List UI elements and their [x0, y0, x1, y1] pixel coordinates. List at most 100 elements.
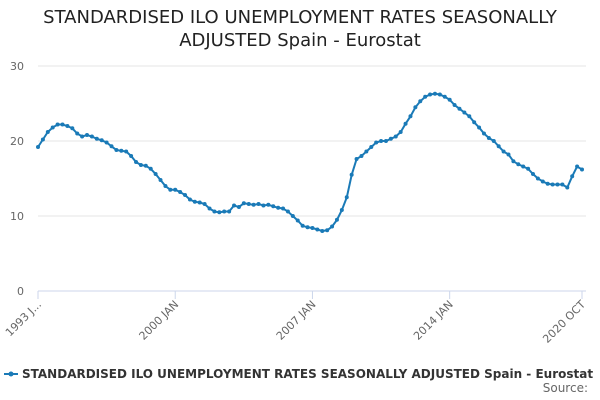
point: [315, 227, 320, 232]
y-tick-label: 0: [17, 285, 24, 298]
point: [104, 140, 109, 145]
point: [467, 114, 472, 119]
point: [383, 139, 388, 143]
point: [261, 203, 266, 208]
point: [349, 172, 354, 177]
point: [148, 166, 153, 171]
point: [481, 131, 486, 136]
point: [153, 172, 158, 176]
point: [138, 163, 143, 167]
point: [70, 126, 75, 131]
point: [65, 124, 70, 128]
point: [320, 229, 325, 233]
point: [256, 202, 261, 206]
point: [462, 110, 467, 115]
point: [173, 187, 178, 192]
point: [143, 163, 148, 168]
y-tick-label: 10: [10, 210, 24, 223]
point: [251, 202, 256, 207]
point: [437, 92, 442, 97]
point: [575, 164, 580, 169]
point: [192, 199, 197, 204]
point: [163, 184, 168, 188]
point: [344, 195, 349, 200]
chart-title: STANDARDISED ILO UNEMPLOYMENT RATES SEAS…: [43, 7, 557, 51]
point: [496, 144, 501, 149]
point: [432, 91, 437, 96]
point: [75, 131, 80, 136]
source: Source:: [543, 381, 588, 395]
point: [442, 94, 447, 99]
point: [276, 205, 281, 210]
point: [388, 136, 393, 141]
point: [114, 148, 119, 152]
point: [227, 209, 232, 214]
x-tick-label: 2007 JAN: [274, 298, 319, 343]
legend-marker: [8, 371, 14, 377]
point: [232, 203, 237, 208]
point: [290, 214, 295, 218]
point: [472, 120, 477, 125]
x-tick-label: 2020 OCT: [540, 298, 588, 346]
point: [545, 181, 550, 186]
point: [580, 167, 584, 172]
point: [398, 130, 403, 134]
point: [521, 164, 526, 169]
point: [178, 190, 183, 194]
point: [168, 187, 173, 192]
point: [129, 154, 134, 158]
point: [423, 94, 428, 99]
point: [330, 224, 335, 229]
point: [266, 202, 271, 207]
point: [570, 174, 575, 179]
point: [222, 209, 227, 214]
series-line: [37, 92, 583, 233]
point: [183, 193, 188, 197]
x-tick-label: 2000 JAN: [137, 298, 182, 343]
point: [217, 210, 222, 215]
point: [403, 121, 408, 126]
point: [486, 136, 491, 140]
point: [246, 202, 251, 206]
point: [501, 149, 506, 154]
point: [428, 92, 433, 97]
point: [241, 201, 246, 206]
point: [94, 136, 99, 141]
point: [374, 140, 379, 145]
x-tick-label: 2014 JAN: [411, 298, 456, 343]
point: [50, 125, 55, 130]
point: [80, 134, 85, 139]
legend-label: STANDARDISED ILO UNEMPLOYMENT RATES SEAS…: [22, 367, 593, 381]
point: [334, 217, 339, 222]
point: [477, 125, 482, 130]
point: [565, 185, 570, 190]
point: [408, 114, 413, 119]
point: [535, 176, 540, 181]
point: [295, 218, 300, 223]
point: [447, 97, 452, 102]
point: [325, 228, 330, 233]
point: [511, 159, 516, 164]
point: [413, 105, 418, 110]
point: [85, 133, 90, 137]
point: [457, 106, 462, 111]
point: [418, 99, 423, 104]
point: [555, 182, 560, 187]
point: [89, 134, 94, 139]
point: [364, 149, 369, 154]
point: [516, 162, 521, 167]
point: [300, 223, 305, 228]
point: [40, 137, 45, 142]
point: [310, 226, 315, 230]
point: [526, 166, 531, 171]
point: [379, 139, 384, 143]
point: [55, 122, 60, 127]
point: [271, 204, 276, 209]
point: [452, 103, 457, 107]
point: [530, 172, 535, 176]
point: [202, 202, 207, 206]
point: [506, 152, 511, 157]
point: [207, 206, 212, 211]
y-tick-label: 30: [10, 60, 24, 73]
